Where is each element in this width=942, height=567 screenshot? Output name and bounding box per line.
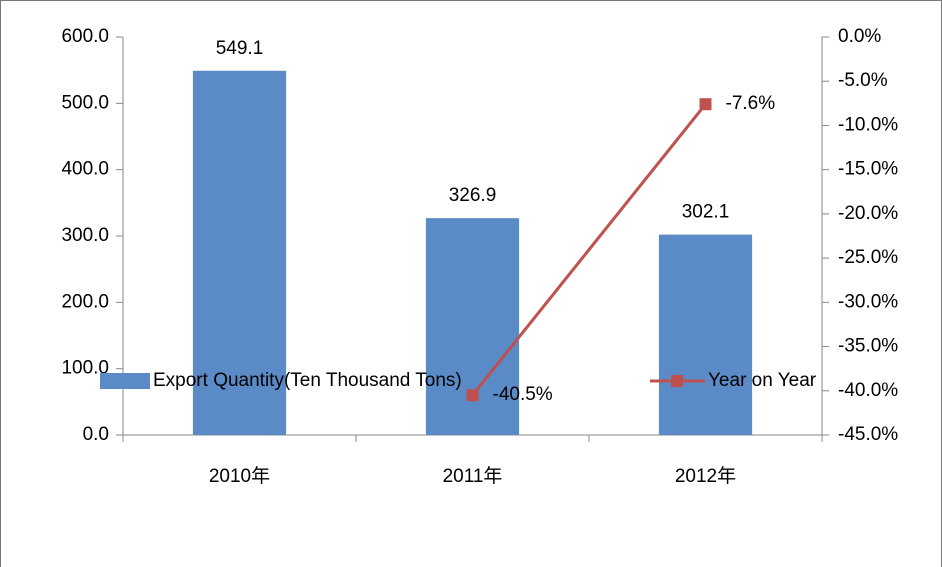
y2-tick-label: -30.0% (838, 291, 898, 312)
y2-tick-label: 0.0% (838, 26, 881, 47)
bar-value-label: 549.1 (216, 38, 264, 59)
y2-tick-label: -20.0% (838, 203, 898, 224)
y2-tick-label: -10.0% (838, 114, 898, 135)
x-tick-label: 2010年 (209, 465, 270, 487)
bar-value-label: 302.1 (682, 202, 730, 223)
x-tick-label: 2012年 (675, 465, 736, 487)
line (471, 103, 707, 397)
bar (658, 234, 753, 435)
legend-marker (671, 375, 683, 387)
line-marker (466, 389, 479, 402)
y2-tick-label: -35.0% (838, 336, 898, 357)
bar (192, 70, 287, 435)
x-tick-label: 2011年 (443, 465, 503, 487)
y2-tick-label: -45.0% (838, 424, 898, 445)
y2-tick-label: -15.0% (838, 159, 898, 180)
y2-tick-label: -40.0% (838, 380, 898, 401)
y2-tick-label: -25.0% (838, 247, 898, 268)
line-marker (699, 98, 712, 111)
line-value-label: -40.5% (493, 384, 553, 405)
y-tick-label: 400.0 (61, 159, 109, 180)
y-tick-label: 200.0 (61, 291, 109, 312)
line-value-label: -7.6% (726, 93, 776, 114)
y-tick-label: 600.0 (61, 26, 109, 47)
y2-tick-label: -5.0% (838, 70, 888, 91)
legend-swatch (100, 373, 150, 389)
y-tick-label: 300.0 (61, 225, 109, 246)
legend-label: Export Quantity(Ten Thousand Tons) (153, 370, 462, 391)
y-tick-label: 0.0 (83, 424, 109, 445)
bar-value-label: 326.9 (449, 185, 497, 206)
legend-label: Year on Year (708, 370, 817, 391)
y-tick-label: 500.0 (61, 92, 109, 113)
y-tick-label: 100.0 (61, 358, 109, 379)
